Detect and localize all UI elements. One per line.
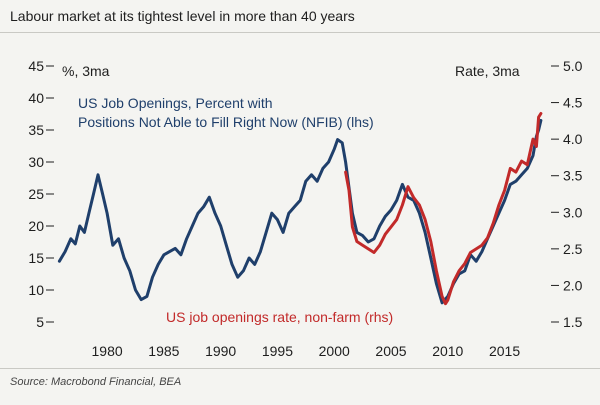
x-tick-label: 2005	[375, 343, 406, 359]
right-tick-label: 5.0	[563, 58, 583, 74]
annotation-nfib-line1: US Job Openings, Percent with	[78, 95, 273, 111]
left-tick-label: 10	[28, 282, 44, 298]
x-tick-label: 1980	[92, 343, 123, 359]
series-line-jolts	[344, 112, 543, 306]
right-tick-label: 4.0	[563, 131, 583, 147]
left-tick-label: 35	[28, 122, 44, 138]
left-tick-label: 15	[28, 250, 44, 266]
right-tick-label: 2.0	[563, 277, 583, 293]
left-tick-label: 25	[28, 186, 44, 202]
left-tick-label: 30	[28, 154, 44, 170]
x-tick-label: 2000	[319, 343, 350, 359]
left-tick-label: 40	[28, 90, 44, 106]
axes-group: 454035302520151055.04.54.03.53.02.52.01.…	[28, 58, 582, 359]
x-tick-label: 1985	[148, 343, 179, 359]
top-divider	[0, 32, 600, 33]
left-tick-label: 5	[36, 314, 44, 330]
right-axis-unit: Rate, 3ma	[455, 63, 520, 79]
left-tick-label: 20	[28, 218, 44, 234]
x-tick-label: 2010	[432, 343, 463, 359]
bottom-divider	[0, 368, 600, 369]
chart-title: Labour market at its tightest level in m…	[10, 8, 355, 24]
source-note: Source: Macrobond Financial, BEA	[10, 376, 182, 388]
right-tick-label: 1.5	[563, 314, 583, 330]
series-group	[57, 112, 543, 306]
left-axis-unit: %, 3ma	[62, 63, 110, 79]
right-tick-label: 2.5	[563, 241, 583, 257]
x-tick-label: 2015	[489, 343, 520, 359]
series-line-nfib	[57, 118, 543, 305]
x-tick-label: 1995	[262, 343, 293, 359]
annotation-jolts: US job openings rate, non-farm (rhs)	[166, 309, 393, 325]
right-tick-label: 4.5	[563, 95, 583, 111]
right-tick-label: 3.0	[563, 204, 583, 220]
annotation-nfib-line2: Positions Not Able to Fill Right Now (NF…	[78, 114, 374, 130]
right-tick-label: 3.5	[563, 168, 583, 184]
left-tick-label: 45	[28, 58, 44, 74]
x-tick-label: 1990	[205, 343, 236, 359]
